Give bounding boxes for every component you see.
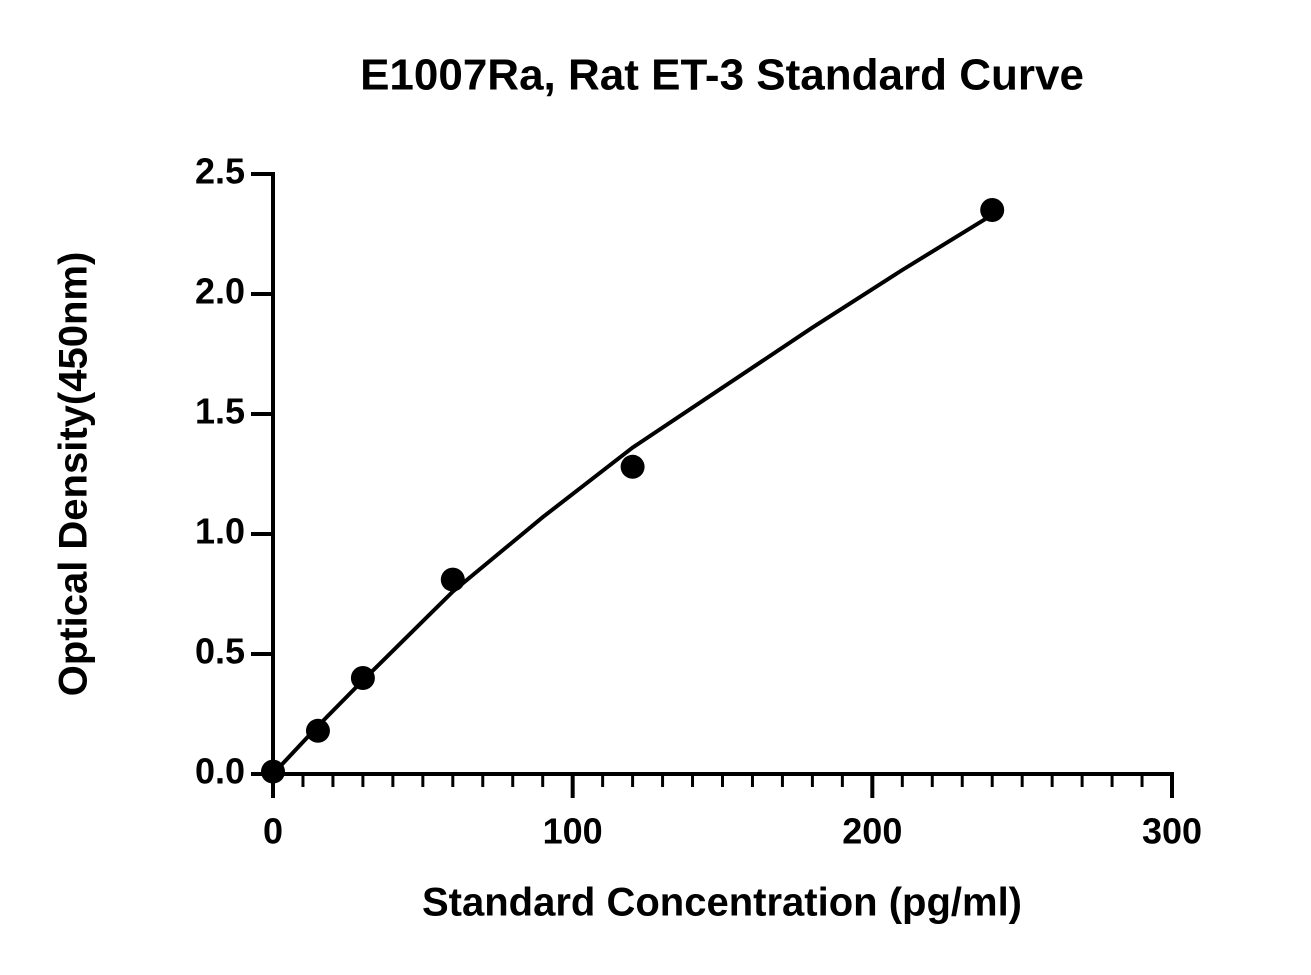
y-tick-label: 1.5: [195, 391, 245, 432]
x-tick-label: 0: [263, 811, 283, 852]
y-tick-label: 2.5: [195, 151, 245, 192]
fit-curve: [271, 213, 994, 776]
data-point: [620, 454, 645, 479]
y-axis-label: Optical Density(450nm): [52, 252, 96, 697]
y-tick-label: 1.0: [195, 511, 245, 552]
data-point: [350, 666, 375, 690]
data-point: [261, 759, 285, 784]
chart-title: E1007Ra, Rat ET-3 Standard Curve: [360, 51, 1084, 100]
x-axis-label: Standard Concentration (pg/ml): [422, 881, 1022, 925]
data-point: [440, 567, 465, 592]
x-tick-label: 100: [543, 811, 603, 852]
y-tick-label: 2.0: [195, 271, 245, 312]
x-tick-label: 200: [842, 811, 902, 852]
y-tick-label: 0.0: [195, 751, 245, 792]
data-point: [305, 718, 330, 743]
y-tick-label: 0.5: [195, 631, 245, 672]
data-point: [980, 198, 1005, 222]
x-tick-label: 300: [1142, 811, 1202, 852]
